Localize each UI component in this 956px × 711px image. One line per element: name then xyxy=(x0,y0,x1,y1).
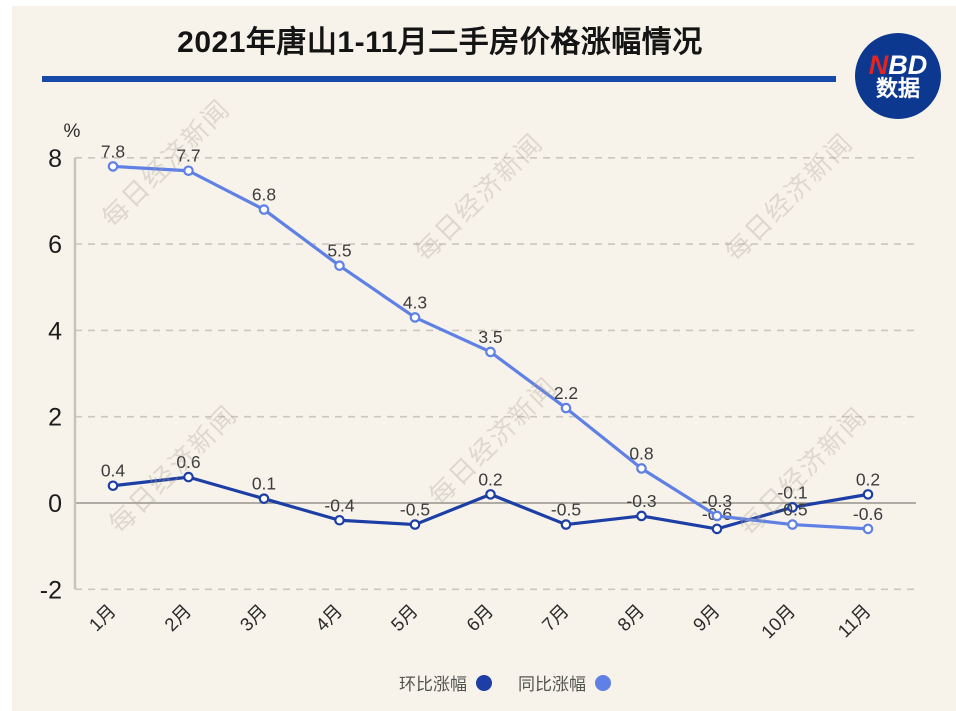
value-label: 2.2 xyxy=(554,383,578,403)
data-point-marker xyxy=(258,493,270,504)
value-label: 0.2 xyxy=(478,469,502,489)
value-label: 7.8 xyxy=(101,141,125,161)
y-tick-label: 2 xyxy=(48,404,62,432)
data-point-marker xyxy=(862,489,874,500)
data-point-marker xyxy=(862,523,874,535)
data-point-marker xyxy=(485,489,496,500)
chart-legend: 环比涨幅 同比涨幅 xyxy=(0,670,956,695)
x-tick-label: 7月 xyxy=(538,600,573,635)
data-point-marker xyxy=(560,519,572,530)
value-label: -0.1 xyxy=(777,482,807,502)
value-label: -0.5 xyxy=(777,500,807,520)
data-point-marker xyxy=(183,471,194,483)
logo-text-bd: BD xyxy=(888,49,928,80)
y-tick-label: 0 xyxy=(48,490,62,518)
data-point-marker xyxy=(183,165,194,177)
x-tick-label: 5月 xyxy=(387,600,422,635)
value-label: 6.8 xyxy=(252,185,276,205)
value-label: 5.5 xyxy=(327,241,351,261)
data-point-marker xyxy=(560,402,572,414)
y-tick-label: 8 xyxy=(48,145,62,173)
legend-marker-yoy xyxy=(595,674,611,691)
value-label: 3.5 xyxy=(478,327,502,347)
header: 2021年唐山1-11月二手房价格涨幅情况 NBD 数据 xyxy=(0,0,956,119)
legend-inner: 环比涨幅 同比涨幅 xyxy=(399,670,611,695)
value-label: 4.3 xyxy=(403,292,427,312)
x-tick-label: 10月 xyxy=(757,600,799,642)
x-tick-label: 2月 xyxy=(160,600,195,635)
logo-text-data: 数据 xyxy=(875,75,920,101)
data-point-marker xyxy=(409,519,421,530)
value-label: -0.3 xyxy=(626,491,656,511)
value-label: -0.3 xyxy=(702,491,732,511)
title-underline xyxy=(42,76,836,82)
value-label: 7.7 xyxy=(176,146,200,166)
logo-text-nbd: NBD xyxy=(868,49,928,80)
x-tick-label: 1月 xyxy=(85,600,120,635)
y-axis-unit-label: % xyxy=(64,121,81,142)
y-tick-label: 6 xyxy=(48,231,62,259)
value-label: -0.6 xyxy=(853,504,883,524)
value-label: -0.4 xyxy=(324,495,354,515)
y-tick-label: 4 xyxy=(48,317,62,345)
x-tick-label: 8月 xyxy=(613,600,648,635)
x-tick-label: 9月 xyxy=(689,600,724,635)
data-point-marker xyxy=(258,204,270,215)
legend-item-mom: 环比涨幅 xyxy=(399,670,492,695)
data-point-marker xyxy=(107,480,119,492)
data-point-marker xyxy=(334,260,345,271)
data-point-marker xyxy=(711,510,723,522)
data-point-marker xyxy=(409,312,421,323)
white-edge-top xyxy=(0,0,956,6)
legend-label-yoy: 同比涨幅 xyxy=(518,675,586,694)
value-label: 0.2 xyxy=(856,469,880,489)
data-point-marker xyxy=(334,514,345,526)
value-label: 0.6 xyxy=(176,452,200,472)
legend-item-yoy: 同比涨幅 xyxy=(518,670,611,695)
value-label: 0.8 xyxy=(629,443,653,463)
logo-text-n: N xyxy=(868,49,889,80)
legend-label-mom: 环比涨幅 xyxy=(399,675,467,694)
data-point-marker xyxy=(711,523,723,535)
data-point-marker xyxy=(787,519,798,530)
data-point-marker xyxy=(636,463,647,474)
nbd-logo: NBD 数据 xyxy=(855,33,941,119)
y-tick-label: -2 xyxy=(40,576,62,604)
data-point-marker xyxy=(107,161,119,172)
value-label: 0.4 xyxy=(101,461,126,481)
x-tick-label: 11月 xyxy=(833,600,875,642)
value-label: -0.5 xyxy=(400,500,430,520)
x-tick-label: 6月 xyxy=(462,600,497,635)
value-label: 0.1 xyxy=(252,474,276,494)
data-point-marker xyxy=(485,346,496,358)
page-title: 2021年唐山1-11月二手房价格涨幅情况 xyxy=(177,26,703,59)
x-tick-label: 4月 xyxy=(311,600,346,635)
data-point-marker xyxy=(636,510,647,522)
white-edge-left xyxy=(0,0,12,711)
legend-marker-mom xyxy=(476,674,492,691)
title-wrap: 2021年唐山1-11月二手房价格涨幅情况 xyxy=(0,0,880,62)
data-point-marker xyxy=(787,502,798,513)
x-tick-label: 3月 xyxy=(236,600,271,635)
value-label: -0.5 xyxy=(551,500,581,520)
